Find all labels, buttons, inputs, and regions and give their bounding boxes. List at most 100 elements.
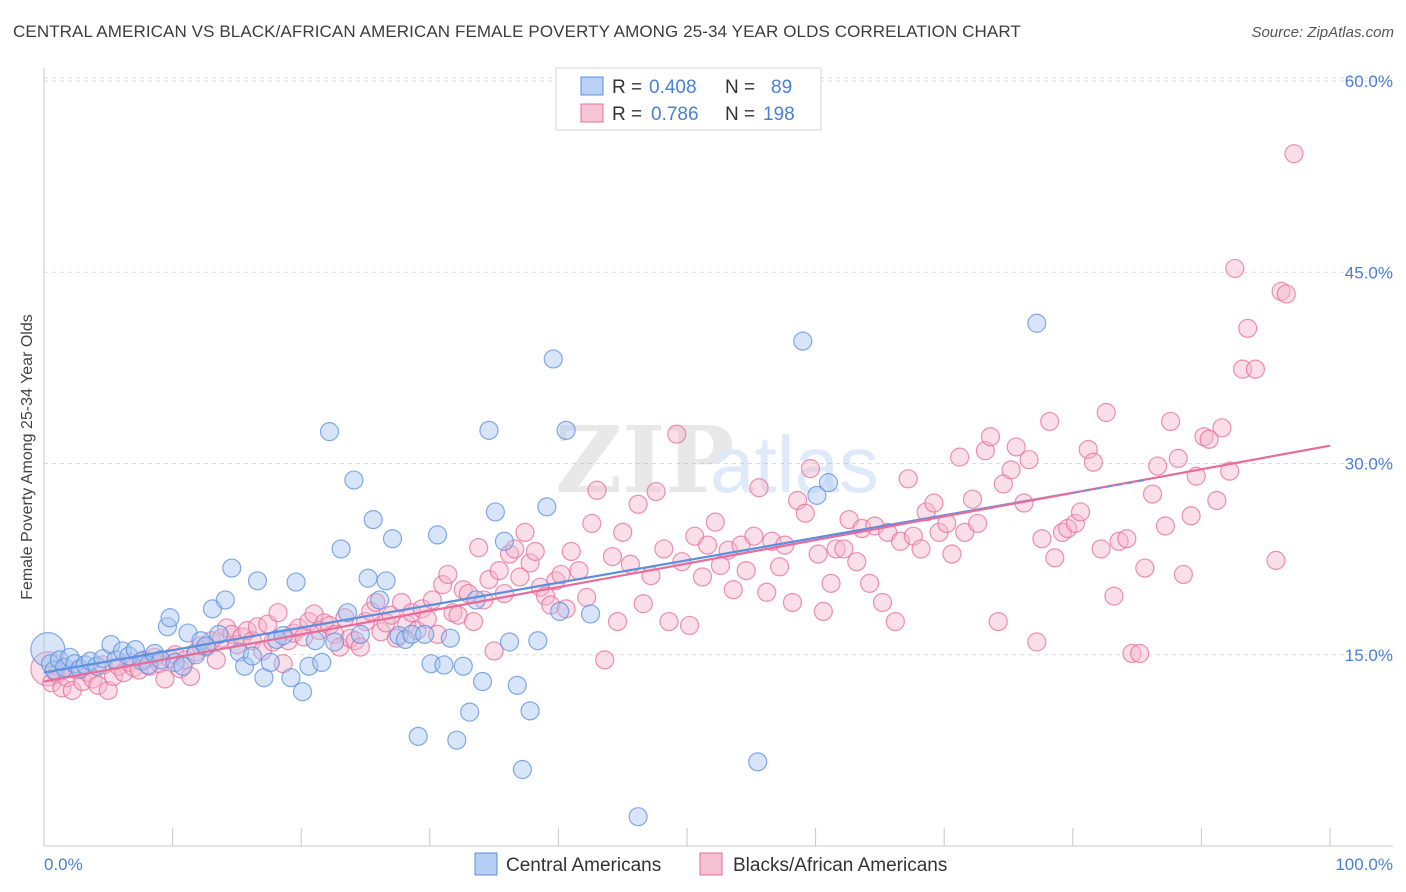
watermark-atlas: atlas: [710, 420, 879, 509]
point-blacks-african-americans-162: [950, 447, 970, 467]
point-blacks-african-americans-104: [577, 587, 597, 607]
point-blacks-african-americans-200: [1194, 427, 1214, 447]
point-blacks-african-americans-35: [217, 618, 237, 638]
point-blacks-african-americans-142: [821, 573, 841, 593]
point-central-americans-48: [325, 632, 345, 652]
point-central-americans-71: [472, 671, 493, 692]
point-blacks-african-americans-124: [705, 512, 725, 532]
point-blacks-african-americans-122: [692, 567, 713, 587]
point-blacks-african-americans-110: [613, 522, 633, 542]
point-central-americans-31: [215, 590, 235, 610]
point-central-americans-22: [160, 608, 180, 628]
point-central-americans-50: [337, 603, 358, 623]
point-central-americans-62: [415, 624, 435, 644]
point-blacks-african-americans-154: [898, 469, 918, 489]
stats-legend-swatch-blue: [580, 76, 604, 96]
series-blue-points: [30, 313, 1047, 827]
point-blacks-african-americans-168: [988, 611, 1008, 632]
point-blacks-african-americans-148: [860, 573, 880, 593]
point-blacks-african-americans-191: [1135, 558, 1155, 578]
point-central-americans-53: [358, 568, 378, 588]
point-blacks-african-americans-190: [1130, 643, 1150, 664]
point-blacks-african-americans-143: [826, 539, 846, 559]
point-central-americans-45: [305, 631, 325, 651]
point-blacks-african-americans-100: [551, 564, 571, 585]
point-central-americans-42: [286, 572, 306, 592]
point-blacks-african-americans-158: [924, 493, 944, 513]
legend-swatch-blacks-african-americans: [699, 852, 723, 876]
point-central-americans-35: [242, 646, 262, 666]
point-blacks-african-americans-189: [1122, 643, 1142, 664]
point-central-americans-12: [101, 634, 121, 655]
stats-n-label-blue: N =: [725, 77, 755, 98]
point-central-americans-64: [427, 525, 448, 545]
point-blacks-african-americans-170: [1001, 460, 1021, 480]
point-central-americans-80: [537, 497, 557, 517]
point-central-americans-65: [434, 655, 454, 675]
stats-legend-swatch-pink: [580, 103, 604, 123]
point-central-americans-47: [319, 422, 340, 442]
watermark-zip: ZIP: [555, 406, 734, 514]
point-central-americans-51: [344, 470, 364, 490]
point-central-americans-43: [292, 682, 313, 702]
point-blacks-african-americans-164: [962, 489, 983, 509]
point-central-americans-90: [1027, 313, 1047, 333]
point-central-americans-70: [466, 590, 486, 610]
axes: [43, 68, 1393, 847]
y-tick-labels: 15.0% 30.0% 45.0% 60.0%: [1345, 72, 1393, 665]
point-blacks-african-americans-141: [813, 601, 833, 622]
point-blacks-african-americans-208: [1245, 359, 1266, 379]
point-central-americans-76: [507, 675, 527, 695]
point-blacks-african-americans-90: [499, 544, 520, 564]
point-blacks-african-americans-183: [1083, 452, 1103, 472]
stats-n-value-pink: 198: [763, 104, 795, 125]
trend-lines: [43, 444, 1331, 683]
point-blacks-african-americans-193: [1148, 456, 1168, 476]
point-blacks-african-americans-26: [170, 659, 190, 679]
point-central-americans-69: [460, 702, 480, 722]
point-blacks-african-americans-197: [1173, 564, 1193, 585]
point-blacks-african-americans-204: [1220, 461, 1240, 481]
point-blacks-african-americans-23: [155, 669, 175, 689]
point-blacks-african-americans-196: [1168, 448, 1188, 468]
point-blacks-african-americans-202: [1207, 490, 1227, 511]
point-blacks-african-americans-113: [633, 594, 653, 614]
point-central-americans-56: [376, 571, 396, 591]
point-blacks-african-americans-117: [659, 611, 679, 632]
point-blacks-african-americans-181: [1070, 502, 1091, 522]
point-blacks-african-americans-187: [1109, 531, 1129, 551]
stats-r-value-blue: 0.408: [649, 77, 697, 98]
y-tick-label-2: 45.0%: [1345, 263, 1393, 282]
stats-n-label-pink: N =: [725, 104, 755, 125]
point-blacks-african-americans-84: [469, 538, 489, 558]
point-blacks-african-americans-173: [1019, 450, 1039, 470]
point-central-americans-78: [520, 701, 540, 721]
point-blacks-african-americans-132: [757, 582, 777, 602]
point-blacks-african-americans-144: [834, 539, 854, 559]
point-blacks-african-americans-211: [1276, 284, 1296, 304]
chart-title: CENTRAL AMERICAN VS BLACK/AFRICAN AMERIC…: [13, 22, 1021, 41]
point-blacks-african-americans-45: [268, 603, 288, 623]
point-blacks-african-americans-185: [1096, 402, 1116, 423]
point-blacks-african-americans-139: [800, 459, 821, 479]
point-blacks-african-americans-116: [654, 539, 674, 559]
point-blacks-african-americans-93: [515, 522, 535, 542]
point-blacks-african-americans-123: [697, 535, 718, 555]
point-blacks-african-americans-192: [1142, 484, 1163, 504]
point-blacks-african-americans-205: [1225, 258, 1245, 279]
point-blacks-african-americans-177: [1045, 548, 1065, 568]
point-blacks-african-americans-69: [391, 592, 412, 613]
point-central-americans-57: [382, 529, 403, 549]
point-blacks-african-americans-195: [1160, 411, 1181, 432]
x-tick-label-max: 100.0%: [1335, 855, 1393, 874]
series-pink-points: [30, 144, 1304, 701]
point-blacks-african-americans-10: [88, 675, 108, 695]
stats-legend: R = 0.408 N = 89 R = 0.786 N = 198: [555, 67, 822, 131]
point-central-americans-67: [447, 730, 467, 750]
point-blacks-african-americans-94: [520, 553, 540, 573]
point-central-americans-86: [748, 752, 768, 772]
trend-line-blacks-african-americans: [43, 444, 1331, 683]
point-blacks-african-americans-140: [808, 544, 828, 564]
point-blacks-african-americans-130: [744, 526, 764, 546]
stats-n-value-blue: 89: [771, 77, 792, 98]
